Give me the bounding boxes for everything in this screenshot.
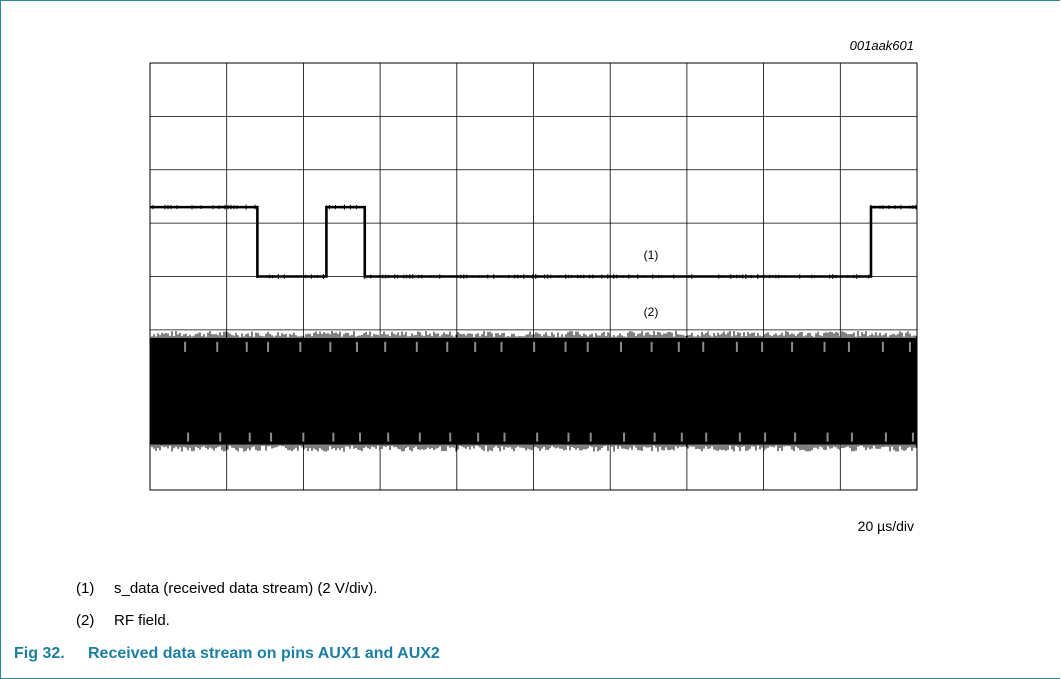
rf-gap-top-1: [216, 341, 219, 352]
rf-gap-bottom-13: [567, 432, 570, 442]
rf-gap-top-2: [245, 341, 248, 352]
rf-gap-bottom-25: [911, 432, 914, 442]
note-1-number: (1): [76, 580, 95, 597]
rf-gap-bottom-21: [794, 432, 797, 442]
rf-gap-bottom-22: [826, 432, 829, 442]
rf-gap-top-11: [500, 341, 503, 352]
rf-gap-bottom-16: [653, 432, 656, 442]
rf-gap-top-24: [881, 341, 884, 352]
rf-gap-bottom-19: [738, 432, 741, 442]
rf-gap-bottom-20: [764, 432, 767, 442]
rf-gap-top-0: [184, 341, 187, 352]
rf-gap-bottom-14: [589, 432, 592, 442]
figure-id: 001aak601: [849, 38, 914, 53]
rf-gap-top-12: [533, 341, 536, 352]
rf-gap-top-5: [329, 341, 332, 352]
rf-gap-bottom-2: [248, 432, 251, 442]
timebase-label: 20 µs/div: [857, 518, 914, 534]
rf-gap-top-9: [446, 341, 449, 352]
rf-gap-bottom-24: [884, 432, 887, 442]
rf-gap-top-19: [735, 341, 738, 352]
s-data-noise: [149, 204, 917, 279]
rf-envelope-bottom-edge: [149, 444, 917, 452]
rf-envelope-top-edge: [149, 330, 917, 338]
rf-gap-top-23: [847, 341, 850, 352]
figure-title: Received data stream on pins AUX1 and AU…: [88, 645, 440, 662]
figure-caption: Fig 32. Received data stream on pins AUX1…: [14, 645, 440, 663]
rf-gap-bottom-15: [623, 432, 626, 442]
rf-gap-bottom-11: [503, 432, 506, 442]
rf-envelope: [150, 337, 917, 445]
series-label-2: (2): [644, 305, 659, 319]
rf-gap-top-14: [586, 341, 589, 352]
rf-gap-top-18: [702, 341, 705, 352]
note-2: (2) RF field.: [76, 612, 170, 629]
rf-gap-top-10: [474, 341, 477, 352]
rf-gap-top-25: [908, 341, 911, 352]
note-1-text: s_data (received data stream) (2 V/div).: [114, 580, 378, 597]
rf-gap-top-4: [299, 341, 302, 352]
figure-number: Fig 32.: [14, 645, 65, 662]
rf-gap-top-3: [267, 341, 270, 352]
rf-gap-top-20: [761, 341, 764, 352]
rf-gap-top-22: [823, 341, 826, 352]
rf-gap-bottom-18: [705, 432, 708, 442]
note-2-number: (2): [76, 612, 95, 629]
rf-gap-top-16: [650, 341, 653, 352]
rf-gap-top-15: [620, 341, 623, 352]
rf-gap-bottom-23: [850, 432, 853, 442]
series-rf-field: [149, 330, 917, 452]
rf-gap-bottom-5: [332, 432, 335, 442]
rf-gap-bottom-4: [302, 432, 305, 442]
rf-gap-bottom-6: [358, 432, 361, 442]
series-labels: (1) (2): [644, 248, 659, 319]
s-data-trace: [150, 205, 917, 278]
note-1: (1) s_data (received data stream) (2 V/di…: [76, 580, 377, 597]
series-label-1: (1): [644, 248, 659, 262]
rf-gap-bottom-8: [418, 432, 421, 442]
rf-gap-bottom-1: [219, 432, 222, 442]
rf-gap-top-13: [564, 341, 567, 352]
rf-gap-top-7: [384, 341, 387, 352]
rf-gap-bottom-3: [270, 432, 273, 442]
rf-gap-bottom-17: [680, 432, 683, 442]
series-s-data: [149, 204, 917, 279]
rf-gap-top-8: [415, 341, 418, 352]
rf-gap-bottom-12: [536, 432, 539, 442]
rf-gap-bottom-9: [449, 432, 452, 442]
note-2-text: RF field.: [114, 612, 170, 629]
rf-gap-top-6: [355, 341, 358, 352]
rf-gap-bottom-0: [187, 432, 190, 442]
rf-gap-top-17: [677, 341, 680, 352]
rf-gap-bottom-7: [387, 432, 390, 442]
rf-gap-top-21: [791, 341, 794, 352]
rf-gap-bottom-10: [477, 432, 480, 442]
